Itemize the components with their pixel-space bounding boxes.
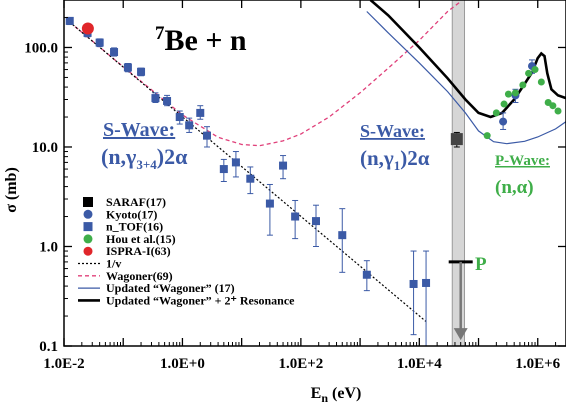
legend-swatch-square: [83, 197, 93, 207]
ntof-point: [175, 113, 184, 122]
hou-point: [492, 109, 500, 117]
x-axis-label-sub: n: [321, 391, 328, 405]
x-axis-label: En (eV): [311, 385, 362, 405]
energy-band: [451, 0, 466, 346]
s-wave-left-reaction-sub: 3+4: [136, 157, 157, 172]
x-tick-label: 1.0E+2: [278, 356, 323, 372]
ntof-point: [265, 199, 274, 208]
hou-point: [500, 100, 508, 108]
s-wave-right-reaction-sub: 1: [394, 158, 401, 173]
ntof-point: [362, 270, 371, 279]
s-wave-right-reaction: (n,γ1)2α: [360, 146, 430, 173]
hou-point: [504, 90, 512, 98]
kyoto-point: [499, 117, 508, 126]
legend: SARAF(17)Kyoto(17)n_TOF(16)Hou et al.(15…: [78, 195, 295, 307]
hou-point: [549, 102, 557, 110]
p-label: P: [475, 254, 487, 275]
y-axis-label: σ (mb): [3, 167, 20, 213]
ntof-point: [65, 16, 74, 25]
x-tick-label: 1.0E+4: [397, 356, 442, 372]
hou-point: [483, 132, 491, 140]
legend-swatch-square: [83, 222, 93, 232]
ntof-point: [219, 165, 228, 174]
ntof-point: [279, 161, 288, 170]
s-wave-right-heading: S-Wave:: [360, 121, 425, 141]
legend-label: Updated “Wagoner” + 2⁺ Resonance: [106, 293, 295, 307]
legend-label: Updated “Wagoner” (17): [106, 281, 235, 295]
s-wave-right-reaction-main: (n,γ: [360, 146, 394, 170]
x-tick-label: 1.0E-2: [43, 356, 84, 372]
legend-label: Wagoner(69): [106, 269, 173, 283]
p-marker-arrow-head: [453, 328, 468, 341]
legend-label: Kyoto(17): [106, 207, 157, 221]
s-wave-left-heading: S-Wave:: [103, 119, 175, 141]
p-wave-heading: P-Wave:: [495, 153, 550, 169]
plot-frame: [63, 0, 566, 347]
ntof-point: [203, 131, 212, 140]
legend-swatch-circle: [83, 234, 93, 244]
hou-point: [537, 78, 545, 86]
s-wave-left-reaction: (n,γ3+4)2α: [101, 144, 188, 172]
hou-point: [531, 66, 539, 74]
hou-point: [554, 107, 562, 115]
plot-layer: 1.0E-2 1.0E+0 1.0E+2 1.0E+4 1.0E+6 0.1 1.0 10.0…: [24, 0, 566, 372]
ntof-point: [110, 48, 119, 57]
ntof-point: [311, 217, 320, 226]
plot-area: [65, 0, 566, 346]
x-tick-label: 1.0E+6: [515, 356, 560, 372]
ntof-point: [196, 108, 205, 117]
x-tick-label: 1.0E+0: [160, 356, 205, 372]
ntof-point: [137, 67, 146, 76]
ntof-point: [409, 279, 418, 288]
ispra-point: [81, 22, 94, 35]
s-wave-left-reaction-main: (n,γ: [101, 144, 136, 169]
ntof-point: [231, 158, 240, 167]
ntof-point: [291, 212, 300, 221]
legend-swatch-circle: [83, 209, 93, 219]
ntof-point: [163, 96, 172, 105]
legend-label: SARAF(17): [106, 195, 166, 209]
title-main: Be + n: [165, 24, 247, 57]
hou-point: [511, 89, 519, 97]
y-tick-label: 10.0: [32, 140, 58, 156]
legend-label: n_TOF(16): [106, 220, 163, 234]
x-axis-label-unit: (eV): [328, 385, 361, 402]
y-tick-label: 100.0: [24, 40, 58, 56]
legend-label: ISPRA-I(63): [106, 244, 171, 258]
y-tick-label: 1.0: [39, 239, 58, 255]
ntof-point: [338, 231, 347, 240]
chart-title: 7Be + n: [155, 23, 247, 57]
s-wave-left-reaction-tail: )2α: [157, 144, 188, 169]
hou-point: [519, 81, 527, 89]
y-tick-label: 0.1: [39, 339, 58, 355]
legend-label: 1/v: [106, 257, 121, 271]
ntof-point: [422, 278, 431, 287]
hou-point: [525, 69, 533, 77]
ntof-point: [185, 121, 194, 130]
s-wave-right-reaction-tail: )2α: [400, 146, 429, 170]
ntof-point: [151, 94, 160, 103]
saraf-point: [450, 133, 463, 146]
ntof-point: [246, 174, 255, 183]
legend-swatch-circle: [83, 246, 93, 256]
title-superscript: 7: [155, 23, 165, 44]
x-axis-label-main: E: [311, 385, 322, 402]
resonance-curve: [369, 0, 566, 119]
ntof-point: [123, 63, 132, 72]
p-wave-reaction: (n,α): [495, 177, 534, 198]
legend-label: Hou et al.(15): [106, 232, 176, 246]
ntof-point: [95, 38, 104, 47]
